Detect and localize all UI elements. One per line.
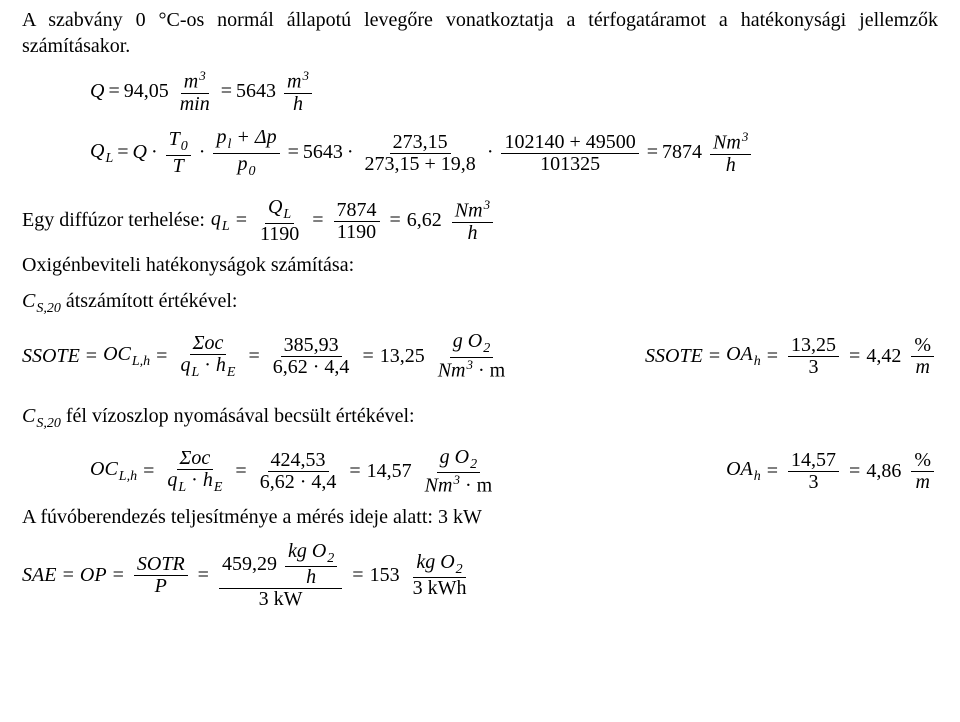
eq-Q: Q = 94,05 m3 min = 5643 m3 h — [90, 69, 938, 115]
diff-eq1: = — [236, 208, 247, 234]
Q-v2: 5643 — [236, 79, 276, 105]
QL-unit: Nm3 h — [710, 130, 751, 176]
QL-p-frac: pl + Δp p0 — [213, 127, 279, 179]
QL-v2: 7874 — [662, 140, 702, 166]
Q-eq2: = — [221, 79, 232, 105]
ssote1-fr1: Σoc qL · hE — [177, 333, 238, 381]
ox-line: Oxigénbeviteli hatékonyságok számítása: — [22, 253, 938, 279]
Q-unit1: m3 min — [177, 69, 213, 115]
SAE-lhs: SAE = OP — [22, 563, 107, 589]
diff-fr1: QL 1190 — [257, 197, 302, 245]
diff-line: Egy diffúzor terhelése: qL = QL 1190 = 7… — [22, 197, 938, 245]
QL-dot2: · — [199, 140, 206, 166]
Q-sym: Q — [90, 79, 104, 105]
OC: OCL,h — [103, 342, 150, 371]
QL-f2: 102140 + 49500 101325 — [501, 132, 638, 175]
ssote1-left: SSOTE = OCL,h = Σoc qL · hE = 385,93 6,6… — [22, 331, 512, 381]
diff-unit: Nm3 h — [452, 198, 493, 244]
fuvo-line: A fúvóberendezés teljesítménye a mérés i… — [22, 505, 938, 531]
intro-text: A szabvány 0 °C-os normál állapotú leveg… — [22, 8, 938, 59]
ssote1-res: 13,25 — [380, 344, 425, 370]
Q-unit2: m3 h — [284, 69, 312, 115]
diff-qL: qL — [211, 207, 230, 236]
oc2-right: OAh = 14,57 3 = 4,86 % m — [726, 450, 938, 493]
eq-SAE: SAE = OP = SOTR P = 459,29 kg O2 h 3 kW … — [22, 541, 938, 611]
ssote1-unit: g O2 Nm3 · m — [435, 331, 509, 381]
QL-eq3: = — [647, 140, 658, 166]
Q-eq1: = — [108, 79, 119, 105]
cs20-b: CS,20 fél vízoszlop nyomásával becsült é… — [22, 404, 938, 433]
Q-v1: 94,05 — [124, 79, 169, 105]
QL-T-frac: T0 T — [166, 129, 191, 177]
cs20-a: CS,20 átszámított értékével: — [22, 289, 938, 318]
ssote1-fr2: 385,93 6,62 · 4,4 — [270, 335, 353, 378]
diff-fr2: 7874 1190 — [334, 200, 380, 243]
QL-sym: QL — [90, 139, 113, 168]
ssote1-right: SSOTE = OAh = 13,25 3 = 4,42 % m — [645, 335, 938, 378]
QL-eq1: = — [117, 140, 128, 166]
diff-label: Egy diffúzor terhelése: — [22, 208, 205, 234]
diff-eq2: = — [312, 208, 323, 234]
QL-f1: 273,15 273,15 + 19,8 — [362, 132, 479, 175]
diff-eq3: = — [390, 208, 401, 234]
QL-dot3: · — [347, 140, 354, 166]
QL-eq2: = — [288, 140, 299, 166]
QL-dot1: · — [151, 140, 158, 166]
SSOTE: SSOTE — [22, 344, 80, 370]
QL-dot4: · — [487, 140, 494, 166]
QL-Q: Q — [133, 140, 147, 166]
QL-v1: 5643 — [303, 140, 343, 166]
eq-QL: QL = Q · T0 T · pl + Δp p0 = 5643 · 273,… — [90, 127, 938, 179]
diff-v2: 6,62 — [407, 208, 442, 234]
oc2-left: OCL,h = Σoc qL · hE = 424,53 6,62 · 4,4 … — [90, 447, 499, 497]
